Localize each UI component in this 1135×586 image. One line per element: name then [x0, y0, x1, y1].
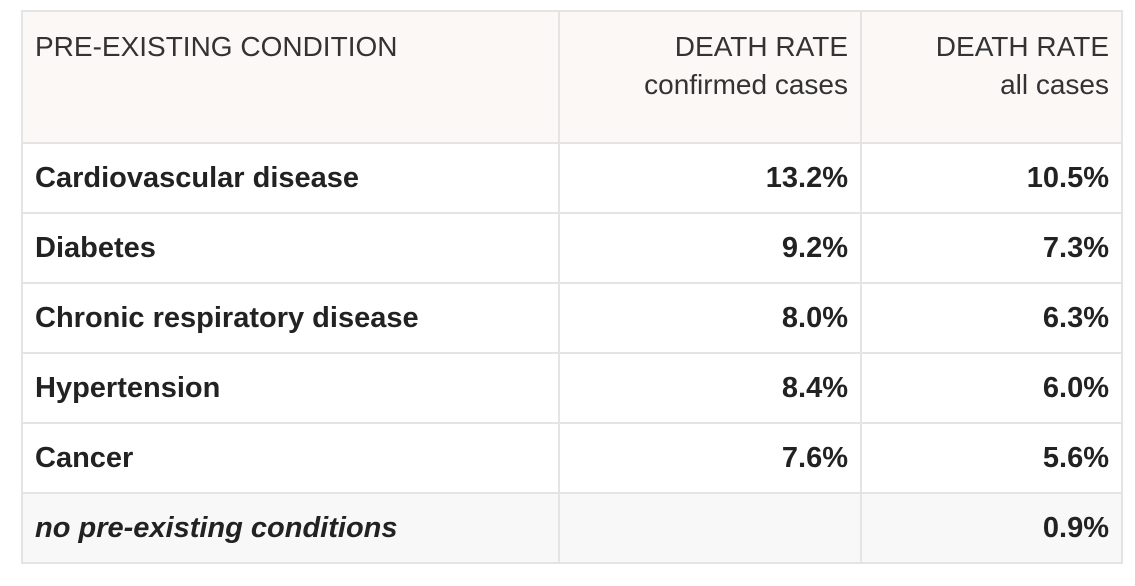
header-condition-title: PRE-EXISTING CONDITION	[35, 31, 398, 62]
condition-cell: Diabetes	[21, 212, 560, 284]
all-rate-cell: 0.9%	[860, 492, 1123, 564]
condition-cell: Chronic respiratory disease	[21, 282, 560, 354]
table-row: no pre-existing conditions 0.9%	[21, 492, 1123, 564]
table-header: PRE-EXISTING CONDITION DEATH RATE confir…	[21, 10, 1123, 144]
condition-cell: Cardiovascular disease	[21, 142, 560, 214]
death-rate-table-container: PRE-EXISTING CONDITION DEATH RATE confir…	[21, 10, 1123, 564]
all-rate-cell: 7.3%	[860, 212, 1123, 284]
header-death-rate-confirmed: DEATH RATE confirmed cases	[558, 10, 862, 144]
all-rate-cell: 10.5%	[860, 142, 1123, 214]
header-all-title: DEATH RATE	[935, 31, 1109, 62]
header-condition: PRE-EXISTING CONDITION	[21, 10, 560, 144]
confirmed-rate-cell: 8.0%	[558, 282, 862, 354]
condition-cell: Hypertension	[21, 352, 560, 424]
all-rate-cell: 5.6%	[860, 422, 1123, 494]
header-confirmed-title: DEATH RATE	[674, 31, 848, 62]
confirmed-rate-cell: 7.6%	[558, 422, 862, 494]
confirmed-rate-cell: 8.4%	[558, 352, 862, 424]
table-row: Cardiovascular disease 13.2% 10.5%	[21, 142, 1123, 214]
confirmed-rate-cell: 13.2%	[558, 142, 862, 214]
condition-cell: no pre-existing conditions	[21, 492, 560, 564]
condition-cell: Cancer	[21, 422, 560, 494]
death-rate-table: PRE-EXISTING CONDITION DEATH RATE confir…	[21, 10, 1123, 564]
table-row: Chronic respiratory disease 8.0% 6.3%	[21, 282, 1123, 354]
table-row: Diabetes 9.2% 7.3%	[21, 212, 1123, 284]
all-rate-cell: 6.3%	[860, 282, 1123, 354]
header-confirmed-subtitle: confirmed cases	[644, 69, 848, 100]
header-row: PRE-EXISTING CONDITION DEATH RATE confir…	[21, 10, 1123, 144]
confirmed-rate-cell	[558, 492, 862, 564]
header-all-subtitle: all cases	[1000, 69, 1109, 100]
all-rate-cell: 6.0%	[860, 352, 1123, 424]
table-row: Hypertension 8.4% 6.0%	[21, 352, 1123, 424]
table-body: Cardiovascular disease 13.2% 10.5% Diabe…	[21, 142, 1123, 564]
header-death-rate-all: DEATH RATE all cases	[860, 10, 1123, 144]
table-row: Cancer 7.6% 5.6%	[21, 422, 1123, 494]
confirmed-rate-cell: 9.2%	[558, 212, 862, 284]
